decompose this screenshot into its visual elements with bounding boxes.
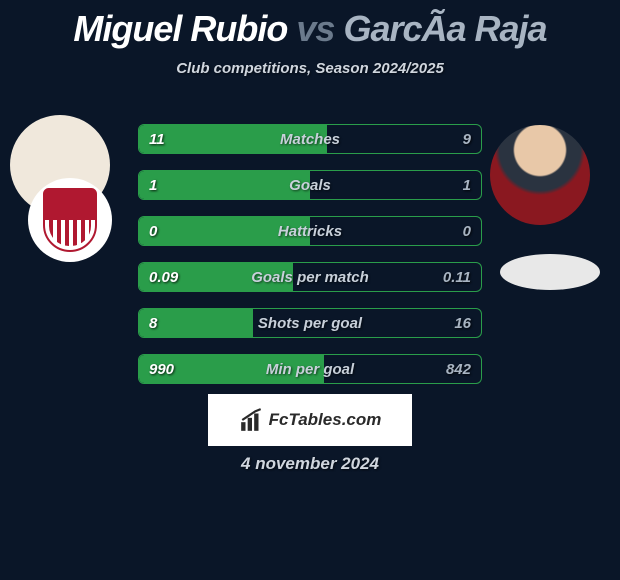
branding-text: FcTables.com (269, 410, 382, 430)
subtitle: Club competitions, Season 2024/2025 (0, 60, 620, 77)
stat-label: Goals (139, 171, 481, 199)
player1-name: Miguel Rubio (73, 8, 287, 49)
club-crest-icon (43, 188, 97, 252)
stat-value-right: 0.11 (443, 263, 471, 291)
vs-label: vs (296, 8, 334, 49)
stat-label: Hattricks (139, 217, 481, 245)
player2-club-badge (500, 254, 600, 290)
stat-value-right: 842 (446, 355, 471, 383)
stat-row: 0.09Goals per match0.11 (138, 262, 482, 292)
date: 4 november 2024 (0, 454, 620, 474)
chart-icon (239, 407, 265, 433)
stat-row: 1Goals1 (138, 170, 482, 200)
stat-value-right: 9 (463, 125, 471, 153)
stat-label: Shots per goal (139, 309, 481, 337)
comparison-title: Miguel Rubio vs GarcÃ­a Raja (0, 0, 620, 50)
stat-label: Goals per match (139, 263, 481, 291)
stat-row: 11Matches9 (138, 124, 482, 154)
stat-row: 8Shots per goal16 (138, 308, 482, 338)
stat-value-right: 16 (454, 309, 471, 337)
stat-value-right: 0 (463, 217, 471, 245)
player1-club-badge (28, 178, 112, 262)
branding-box: FcTables.com (205, 391, 415, 449)
player2-avatar (490, 125, 590, 225)
stat-label: Min per goal (139, 355, 481, 383)
stat-label: Matches (139, 125, 481, 153)
stat-row: 990Min per goal842 (138, 354, 482, 384)
stats-container: 11Matches9 1Goals1 0Hattricks0 0.09Goals pe… (138, 124, 482, 400)
stat-value-right: 1 (463, 171, 471, 199)
player2-name: GarcÃ­a Raja (343, 8, 546, 49)
stat-row: 0Hattricks0 (138, 216, 482, 246)
